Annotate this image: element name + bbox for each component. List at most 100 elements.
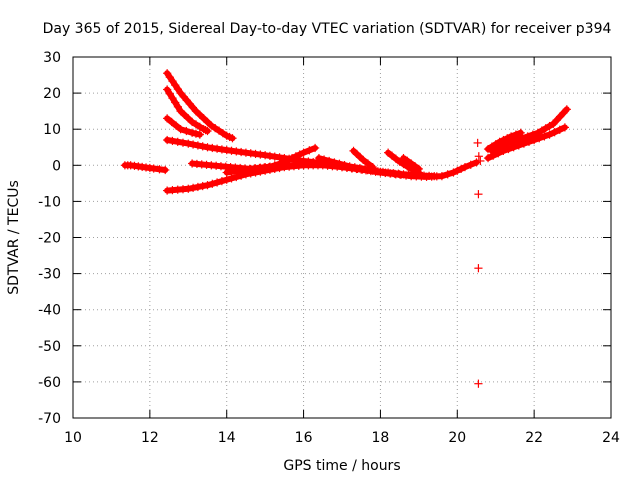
data-point [511, 130, 520, 139]
data-point [241, 165, 251, 174]
data-point [368, 163, 377, 172]
data-point [509, 143, 518, 152]
data-point [524, 137, 534, 146]
series-outliers [473, 138, 485, 388]
data-point [506, 132, 516, 141]
chart-title: Day 365 of 2015, Sidereal Day-to-day VTE… [43, 21, 612, 37]
data-point [155, 165, 164, 174]
plot-frame [72, 56, 612, 419]
data-point [349, 146, 358, 155]
data-point [227, 167, 236, 176]
data-point [474, 190, 483, 199]
data-point [473, 138, 482, 148]
data-point [555, 125, 564, 134]
x-tick-label: 14 [218, 430, 236, 446]
data-point [552, 116, 561, 125]
series-arc-13 [399, 153, 423, 174]
data-point [188, 183, 198, 192]
data-point [168, 94, 177, 103]
data-point [163, 85, 172, 94]
x-axis-label: GPS time / hours [283, 458, 400, 474]
data-point [355, 152, 365, 161]
data-point [191, 107, 201, 116]
series-arc-1 [120, 161, 170, 175]
data-point [149, 164, 158, 173]
data-point [195, 130, 204, 139]
x-tick-label: 22 [525, 430, 543, 446]
data-point [237, 147, 246, 157]
data-point [359, 155, 368, 164]
data-point [168, 136, 177, 146]
data-point [518, 134, 527, 143]
data-point [176, 88, 185, 98]
data-point [430, 172, 439, 181]
y-tick-label: -60 [38, 375, 61, 391]
data-point [378, 167, 388, 177]
y-tick-label: -30 [38, 267, 61, 283]
data-point [203, 117, 212, 127]
grid [73, 57, 611, 418]
data-point [466, 160, 475, 169]
data-point [330, 158, 339, 167]
data-point [176, 125, 185, 134]
data-point [251, 164, 260, 173]
data-point [227, 146, 236, 155]
data-point [476, 156, 485, 166]
y-tick-label: -70 [38, 411, 61, 427]
data-point [222, 146, 231, 155]
data-point [237, 166, 246, 175]
data-point [363, 159, 373, 168]
data-point [325, 156, 334, 166]
data-point [203, 126, 212, 136]
x-tick-label: 24 [602, 430, 620, 446]
data-point [185, 99, 194, 109]
series-arc-11 [349, 146, 377, 172]
data-point [193, 141, 202, 150]
data-point [246, 149, 255, 158]
y-tick-label: -50 [38, 339, 61, 355]
data-point [311, 143, 320, 153]
data-point [437, 172, 447, 181]
data-point [504, 144, 513, 154]
data-point [213, 144, 222, 153]
data-point [182, 126, 191, 136]
series-arc-15 [487, 105, 571, 155]
data-point [337, 163, 347, 172]
data-point [178, 138, 188, 147]
data-point [182, 96, 191, 105]
y-tick-label: 10 [43, 122, 61, 138]
data-point [540, 132, 549, 141]
data-point [530, 135, 539, 145]
data-point [474, 379, 483, 388]
data-point [184, 139, 193, 148]
data-point [545, 130, 554, 139]
data-point [474, 152, 483, 161]
data-point [516, 128, 525, 137]
data-point [270, 152, 279, 161]
data-point [213, 178, 222, 187]
data-point [163, 114, 172, 123]
data-point [319, 155, 329, 164]
y-tick-label: 0 [52, 158, 61, 174]
data-point [387, 151, 397, 160]
data-point [251, 149, 260, 159]
data-point [199, 114, 208, 123]
series-band [488, 106, 570, 154]
data-point [523, 132, 532, 141]
y-tick-label: -10 [38, 194, 61, 210]
data-point [193, 182, 202, 192]
data-point [560, 123, 569, 132]
y-tick-label: -40 [38, 303, 61, 319]
data-point [549, 119, 558, 128]
x-tick-label: 12 [141, 430, 159, 446]
data-point [528, 130, 537, 139]
y-tick-label: 20 [43, 86, 61, 102]
series-arc-4 [163, 114, 204, 139]
data-point [161, 165, 170, 175]
data-point [173, 102, 183, 111]
data-point [460, 163, 470, 172]
data-point [188, 140, 198, 149]
data-point [299, 148, 308, 157]
data-point [165, 89, 174, 98]
